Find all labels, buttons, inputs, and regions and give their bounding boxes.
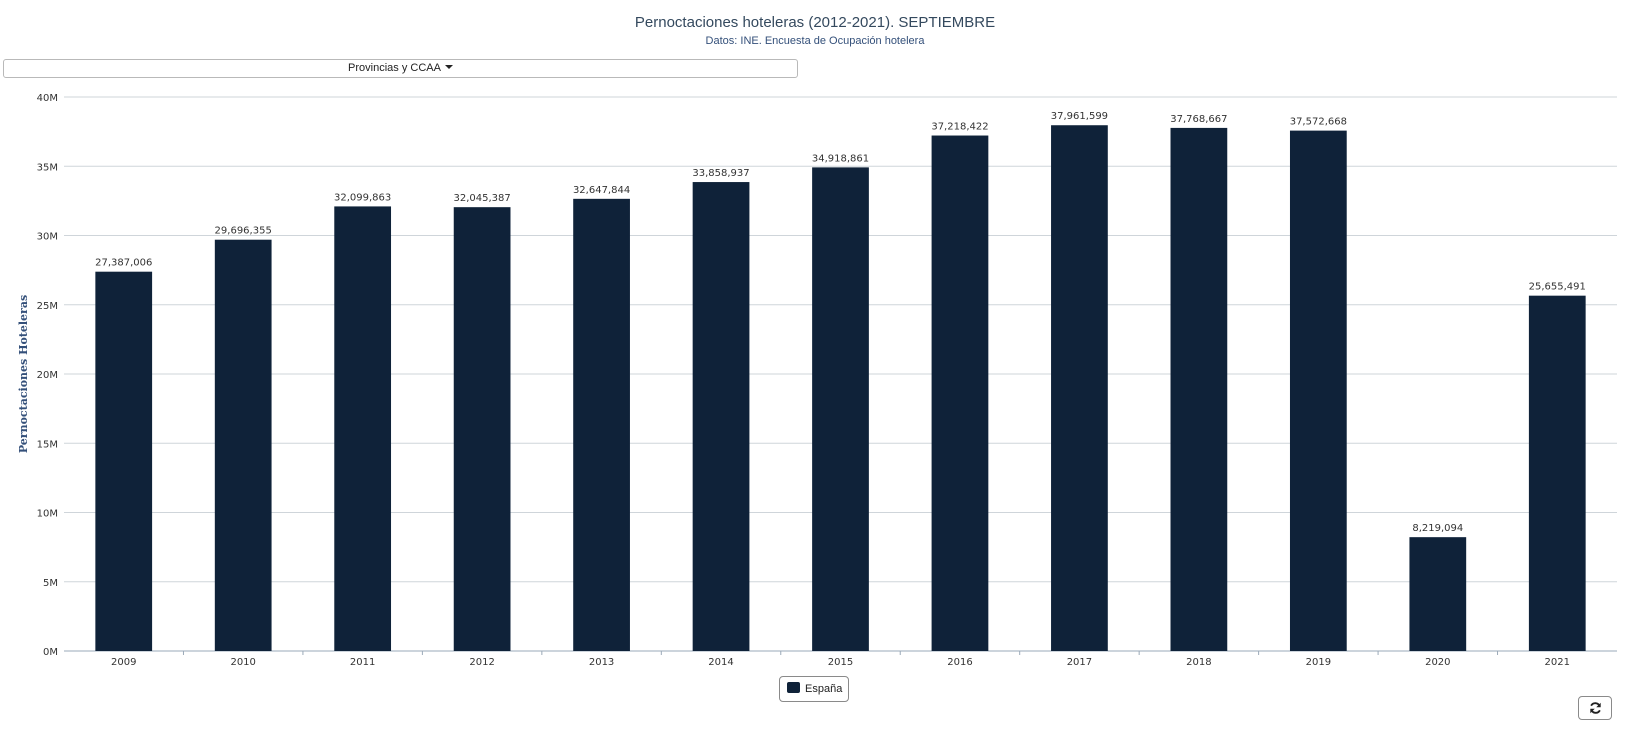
- x-tick-label: 2016: [947, 657, 972, 668]
- y-tick-label: 35M: [37, 162, 58, 173]
- y-tick-label: 20M: [37, 370, 58, 381]
- data-label: 37,218,422: [931, 122, 988, 133]
- data-label: 29,696,355: [215, 226, 272, 237]
- chart-subtitle: Datos: INE. Encuesta de Ocupación hotele…: [705, 35, 925, 47]
- x-tick-label: 2015: [828, 657, 853, 668]
- bar: [931, 135, 989, 652]
- y-tick-label: 10M: [37, 509, 58, 520]
- caret-down-icon: [444, 65, 453, 69]
- bar: [1289, 130, 1347, 652]
- data-label: 27,387,006: [95, 258, 152, 269]
- refresh-icon: [1590, 702, 1601, 714]
- bar: [334, 206, 392, 651]
- legend-item-espana[interactable]: España: [779, 676, 849, 702]
- x-tick-label: 2012: [469, 657, 494, 668]
- bar: [1409, 537, 1467, 651]
- x-tick-label: 2017: [1067, 657, 1092, 668]
- chart-title: Pernoctaciones hoteleras (2012-2021). SE…: [634, 14, 996, 31]
- data-label: 37,572,668: [1290, 117, 1347, 128]
- x-tick-label: 2014: [708, 657, 733, 668]
- bar: [453, 207, 511, 651]
- data-label: 32,647,844: [573, 185, 630, 196]
- bar: [1051, 125, 1108, 651]
- y-tick-label: 5M: [43, 578, 58, 589]
- data-label: 37,961,599: [1051, 111, 1108, 122]
- data-label: 25,655,491: [1529, 282, 1586, 293]
- x-tick-label: 2021: [1545, 657, 1570, 668]
- bar: [573, 198, 630, 651]
- y-tick-label: 0M: [43, 647, 58, 658]
- data-label: 32,099,863: [334, 192, 391, 203]
- data-label: 34,918,861: [812, 153, 869, 164]
- x-tick-label: 2010: [230, 657, 255, 668]
- bar: [95, 271, 153, 651]
- refresh-button[interactable]: [1578, 696, 1612, 720]
- x-tick-label: 2009: [111, 657, 136, 668]
- bar: [812, 167, 869, 651]
- data-label: 37,768,667: [1170, 114, 1227, 125]
- data-label: 8,219,094: [1412, 523, 1463, 534]
- bar: [1528, 295, 1586, 651]
- x-tick-label: 2011: [350, 657, 375, 668]
- bar: [1170, 127, 1228, 652]
- data-label: 32,045,387: [453, 193, 510, 204]
- x-tick-label: 2020: [1425, 657, 1450, 668]
- data-label: 33,858,937: [692, 168, 749, 179]
- x-tick-label: 2013: [589, 657, 614, 668]
- y-tick-label: 30M: [37, 232, 58, 243]
- x-tick-label: 2019: [1306, 657, 1331, 668]
- bar: [692, 182, 750, 652]
- region-filter-dropdown[interactable]: Provincias y CCAA: [3, 59, 798, 78]
- y-tick-label: 25M: [37, 301, 58, 312]
- y-tick-label: 15M: [37, 439, 58, 450]
- x-tick-label: 2018: [1186, 657, 1211, 668]
- region-filter-label: Provincias y CCAA: [348, 62, 441, 74]
- y-axis-title: Pernoctaciones Hoteleras: [17, 295, 30, 453]
- legend-swatch-icon: [787, 682, 800, 693]
- legend-label: España: [805, 683, 843, 695]
- bar: [214, 239, 272, 651]
- y-tick-label: 40M: [37, 93, 58, 104]
